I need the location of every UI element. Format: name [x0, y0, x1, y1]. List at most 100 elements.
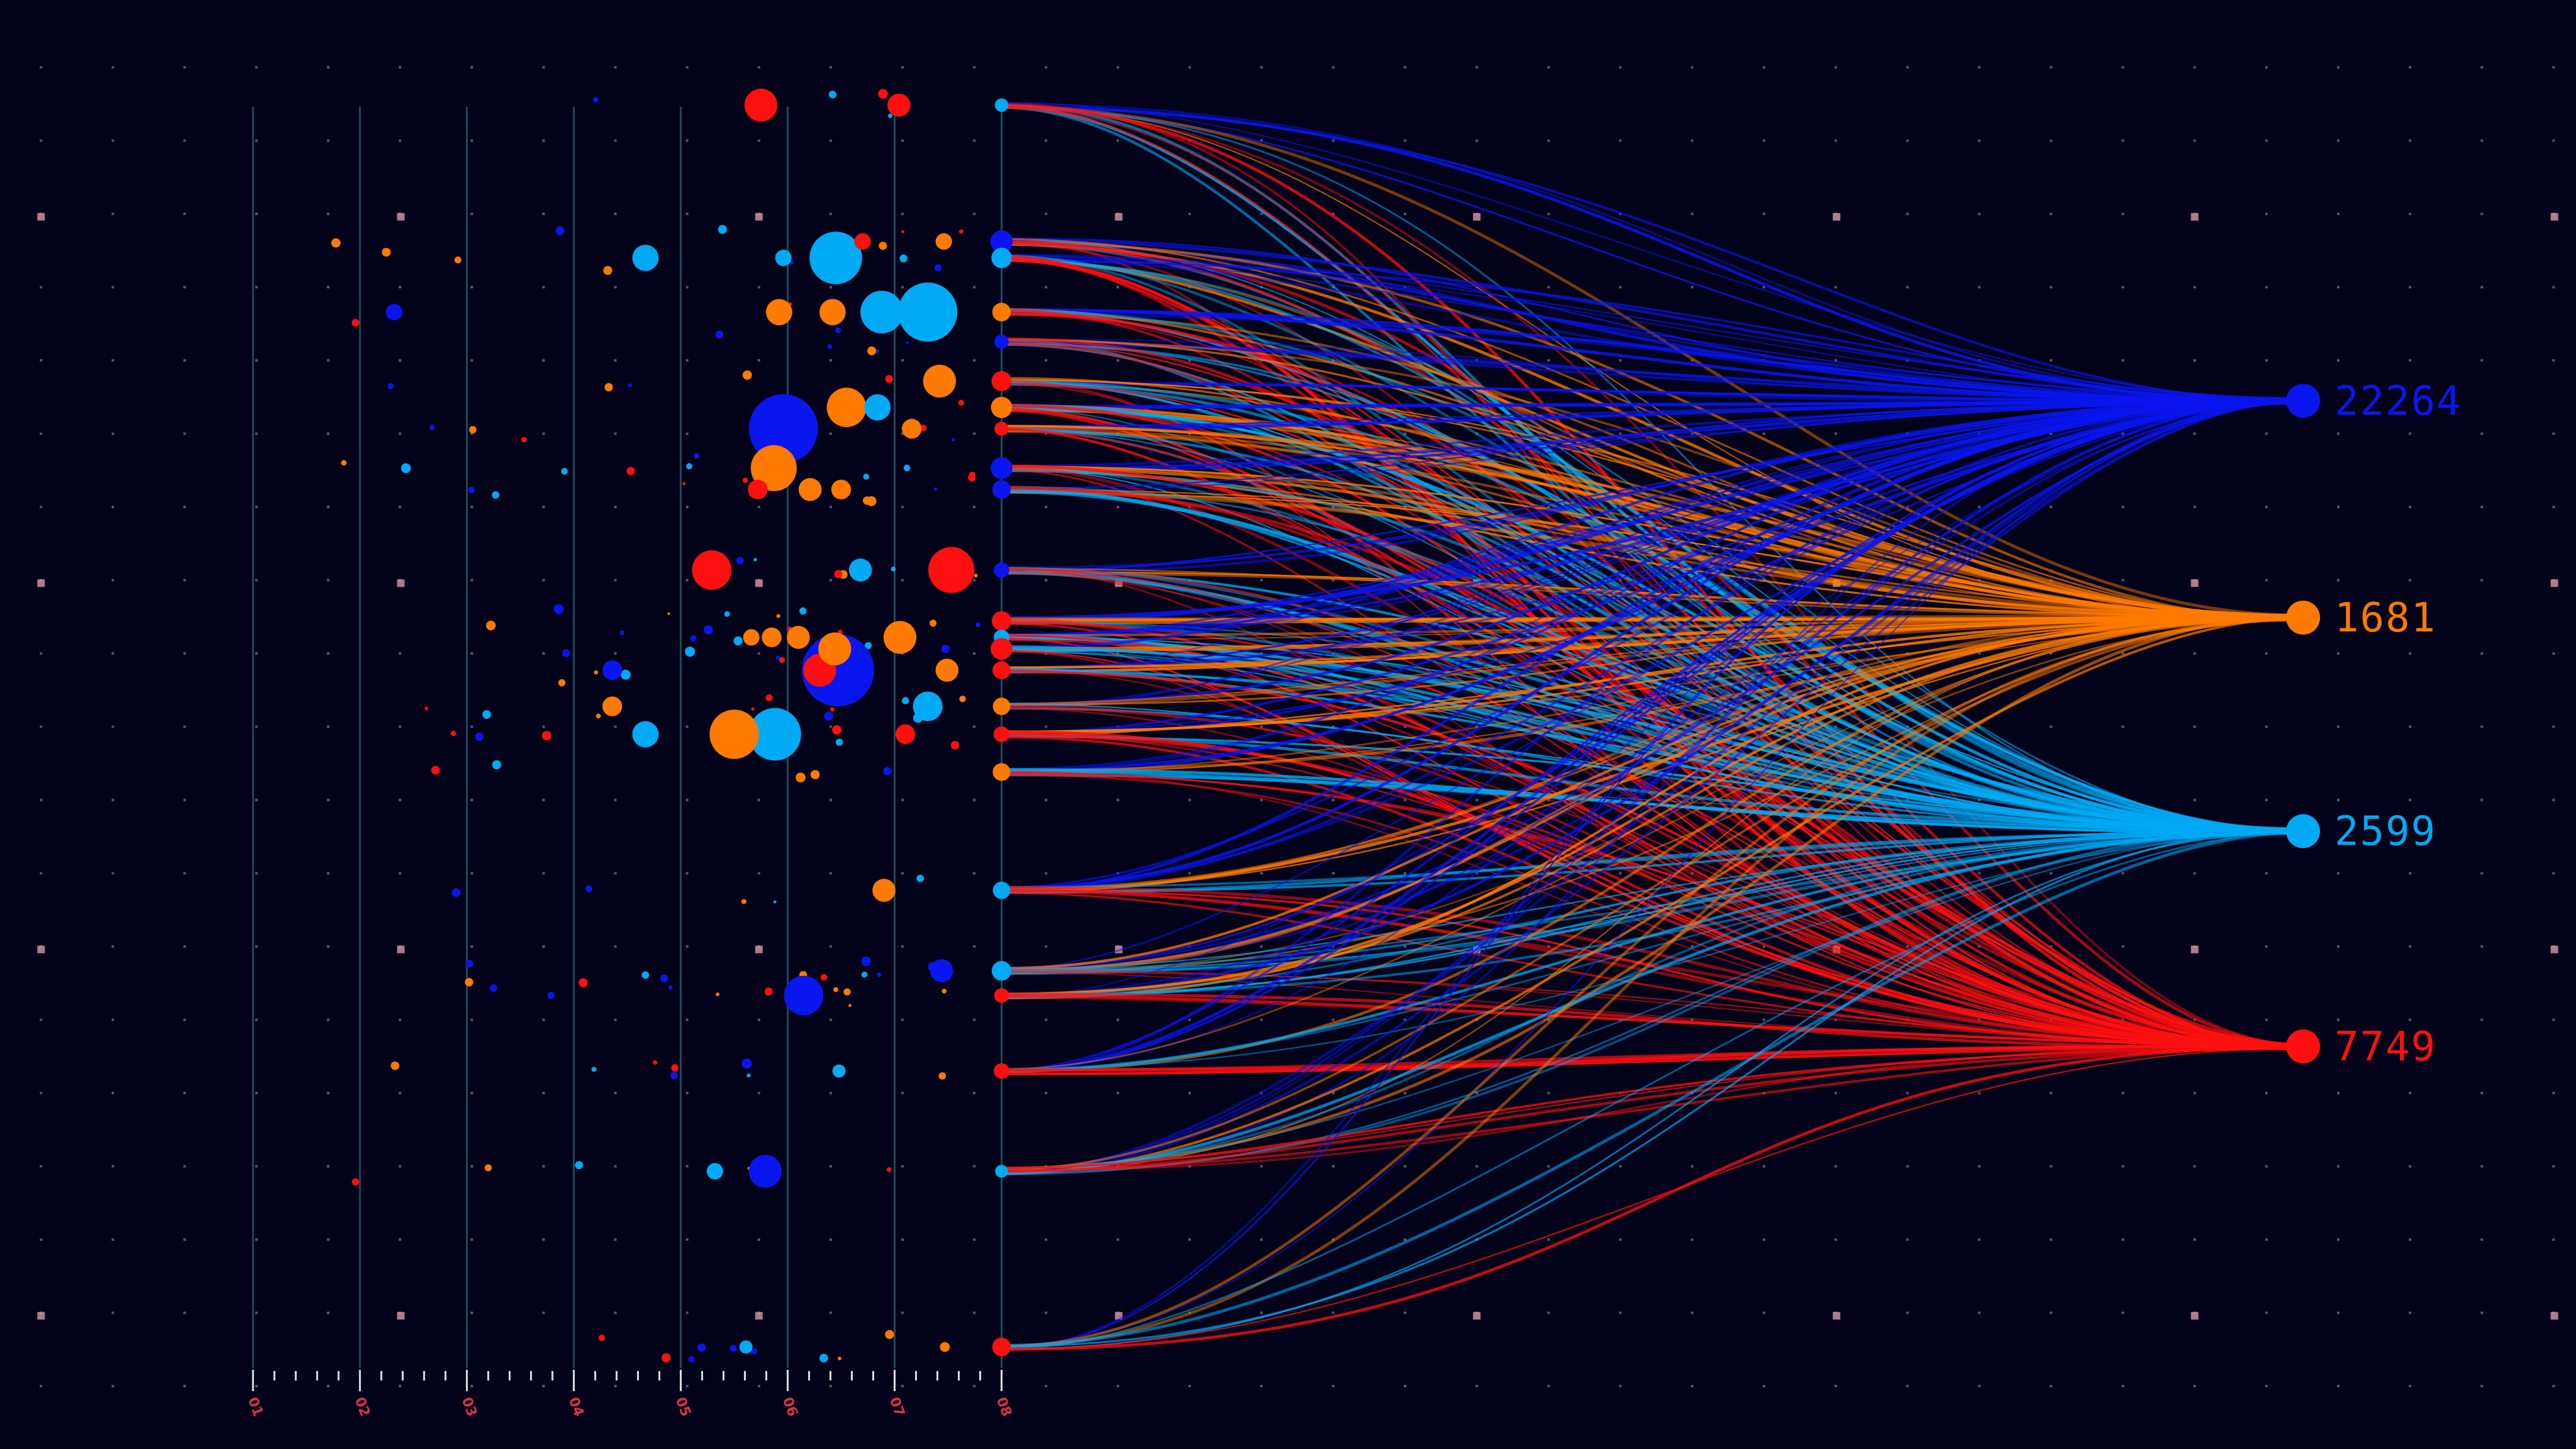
grid-dot — [1834, 1092, 1837, 1095]
grid-dot — [614, 359, 617, 362]
grid-dot — [2480, 872, 2484, 875]
grid-dot — [2409, 1018, 2412, 1021]
grid-dot — [757, 286, 760, 289]
grid-dot — [1690, 286, 1694, 289]
small-dot — [429, 425, 435, 430]
grid-dot — [1619, 1311, 1622, 1314]
grid-dot — [2480, 359, 2484, 362]
grid-dot — [2121, 139, 2124, 142]
grid-dot — [1978, 1238, 1981, 1241]
small-dot — [352, 319, 360, 327]
grid-dot — [399, 432, 402, 435]
grid-dot — [2193, 1238, 2196, 1241]
grid-dot — [1690, 139, 1694, 142]
flow-line — [1001, 614, 2304, 623]
grid-marker — [755, 1312, 763, 1320]
grid-dot — [183, 872, 186, 875]
grid-dot — [326, 213, 330, 216]
grid-marker — [1114, 213, 1123, 221]
grid-dot — [973, 945, 976, 948]
grid-dot — [2552, 506, 2555, 509]
grid-dot — [1045, 286, 1048, 289]
grid-dot — [399, 872, 402, 875]
flow-line — [1001, 401, 2304, 621]
grid-dot — [901, 1165, 904, 1168]
grid-dot — [1404, 213, 1407, 216]
grid-dot — [255, 652, 258, 655]
bubble — [775, 250, 792, 267]
grid-dot — [2552, 139, 2555, 142]
target-value-red: 7749 — [2334, 1024, 2436, 1070]
grid-dot — [829, 1238, 832, 1241]
grid-dot — [542, 506, 545, 509]
small-dot — [562, 649, 570, 657]
grid-dot — [1116, 286, 1119, 289]
flow-line — [1001, 467, 2304, 835]
grid-dot — [1116, 1385, 1119, 1388]
grid-dot — [1475, 872, 1479, 875]
bubble — [854, 233, 871, 250]
grid-dot — [1188, 799, 1191, 802]
flow-line — [1001, 400, 2304, 999]
grid-dot — [2409, 1311, 2412, 1314]
flow-line — [1001, 402, 2304, 492]
small-dot — [861, 956, 871, 966]
flow-line — [1001, 735, 2304, 831]
small-dot — [935, 264, 942, 272]
grid-dot — [1475, 1385, 1479, 1388]
small-dot — [718, 225, 727, 234]
grid-dot — [470, 725, 474, 728]
grid-dot — [1475, 799, 1479, 802]
grid-dot — [542, 1092, 545, 1095]
grid-dot — [255, 432, 258, 435]
grid-dot — [111, 725, 114, 728]
small-dot — [724, 611, 730, 617]
grid-dot — [1331, 1165, 1335, 1168]
grid-dot — [326, 286, 330, 289]
small-dot — [885, 375, 894, 383]
grid-dot — [2265, 66, 2268, 69]
grid-dot — [2193, 725, 2196, 728]
grid-dot — [1331, 725, 1335, 728]
small-dot — [888, 113, 893, 118]
flow-line — [1001, 618, 2304, 1348]
grid-dot — [2265, 579, 2268, 582]
grid-dot — [686, 725, 689, 728]
small-dot — [668, 985, 673, 990]
grid-dot — [901, 506, 904, 509]
grid-dot — [829, 945, 832, 948]
small-dot — [667, 612, 670, 615]
flow-line — [1001, 342, 2304, 830]
grid-dot — [1619, 799, 1622, 802]
grid-dot — [2336, 725, 2340, 728]
grid-dot — [1690, 213, 1694, 216]
grid-dot — [2480, 1238, 2484, 1241]
grid-dot — [40, 506, 43, 509]
flow-line — [1001, 618, 2304, 1348]
grid-dot — [1834, 1385, 1837, 1388]
grid-dot — [183, 286, 186, 289]
bubble — [784, 975, 824, 1016]
grid-dot — [2121, 359, 2124, 362]
grid-dot — [2552, 872, 2555, 875]
grid-dot — [183, 506, 186, 509]
grid-dot — [1404, 1238, 1407, 1241]
grid-dot — [1762, 1311, 1765, 1314]
small-dot — [703, 625, 713, 635]
flow-line — [1001, 1046, 2304, 1351]
grid-dot — [973, 432, 976, 435]
small-dot — [938, 1072, 947, 1080]
grid-dot — [542, 725, 545, 728]
small-dot — [834, 570, 843, 579]
grid-dot — [686, 1018, 689, 1021]
grid-dot — [255, 1385, 258, 1388]
small-dot — [879, 242, 887, 250]
source-node — [991, 457, 1013, 479]
bubble — [709, 709, 759, 759]
grid-dot — [399, 1018, 402, 1021]
grid-dot — [2050, 652, 2053, 655]
bubble — [923, 364, 957, 398]
flow-line — [1001, 402, 2304, 1173]
tick-label-01: 01 — [245, 1396, 266, 1419]
source-node — [994, 562, 1009, 578]
